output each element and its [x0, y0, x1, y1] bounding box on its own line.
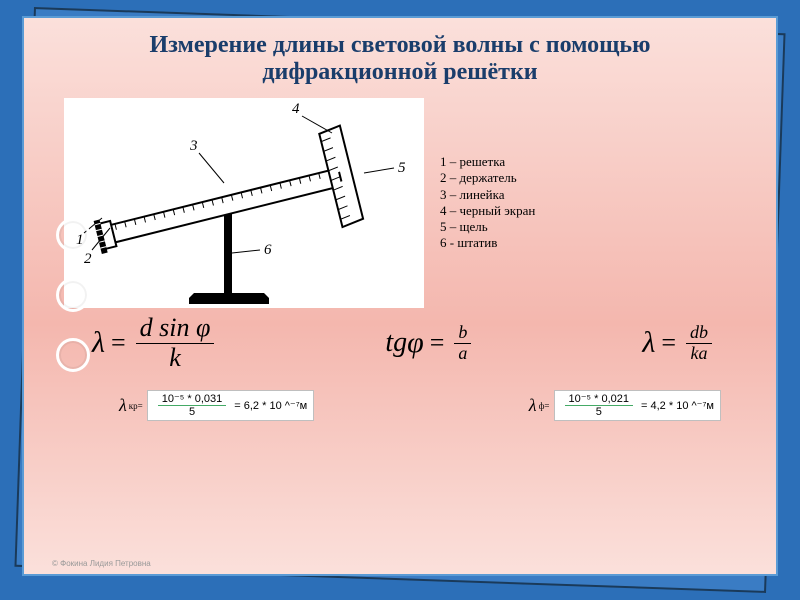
- denominator: 5: [592, 406, 606, 418]
- title-line-1: Измерение длины световой волны с помощью: [48, 32, 752, 59]
- formulas-row: λ = d sin φ k tg φ = b a λ =: [92, 314, 716, 372]
- circle-icon: [56, 218, 90, 252]
- numerator: 10⁻⁵ * 0,021: [565, 393, 634, 406]
- calc-violet: λ ф= 10⁻⁵ * 0,021 5 = 4,2 * 10 ^⁻⁷м: [529, 390, 721, 421]
- diagram-legend: 1 – решетка 2 – держатель 3 – линейка 4 …: [440, 154, 535, 308]
- calc-box: 10⁻⁵ * 0,021 5 = 4,2 * 10 ^⁻⁷м: [554, 390, 722, 421]
- fraction: 10⁻⁵ * 0,021 5: [565, 393, 634, 418]
- lambda-symbol: λ: [642, 326, 655, 360]
- diagram-label-5: 5: [398, 160, 406, 176]
- subscript: ф=: [539, 401, 550, 411]
- numerator: b: [454, 323, 471, 344]
- fraction: 10⁻⁵ * 0,031 5: [158, 393, 227, 418]
- equals: =: [661, 328, 676, 358]
- page-title: Измерение длины световой волны с помощью…: [24, 18, 776, 94]
- phi-symbol: φ: [407, 326, 424, 360]
- calc-label-red: λ кр=: [119, 395, 143, 416]
- legend-item: 4 – черный экран: [440, 203, 535, 219]
- tg-symbol: tg: [385, 327, 407, 359]
- fraction: d sin φ k: [136, 314, 215, 372]
- numerator: 10⁻⁵ * 0,031: [158, 393, 227, 406]
- diagram-label-6: 6: [264, 242, 272, 258]
- title-line-2: дифракционной решётки: [48, 59, 752, 86]
- lambda-symbol: λ: [92, 326, 105, 360]
- calc-box: 10⁻⁵ * 0,031 5 = 6,2 * 10 ^⁻⁷м: [147, 390, 315, 421]
- equals: =: [430, 328, 445, 358]
- legend-item: 2 – держатель: [440, 170, 535, 186]
- numerator: db: [686, 323, 712, 344]
- calc-label-violet: λ ф=: [529, 395, 550, 416]
- legend-item: 1 – решетка: [440, 154, 535, 170]
- formula-lambda: λ = d sin φ k: [92, 314, 218, 372]
- decorative-circles: [56, 218, 90, 372]
- calculations-row: λ кр= 10⁻⁵ * 0,031 5 = 6,2 * 10 ^⁻⁷м λ ф…: [119, 390, 721, 421]
- calc-red: λ кр= 10⁻⁵ * 0,031 5 = 6,2 * 10 ^⁻⁷м: [119, 390, 314, 421]
- diagram-label-4: 4: [292, 101, 300, 117]
- legend-item: 5 – щель: [440, 219, 535, 235]
- lambda-symbol: λ: [119, 395, 127, 416]
- legend-item: 3 – линейка: [440, 187, 535, 203]
- diagram-area: 1 2 3 4 5 6 1 – решетка 2 – держатель 3 …: [64, 98, 746, 308]
- equals: =: [111, 328, 126, 358]
- subscript: кр=: [129, 401, 143, 411]
- result: = 6,2 * 10 ^⁻⁷м: [234, 399, 307, 412]
- denominator: ka: [686, 344, 711, 364]
- result: = 4,2 * 10 ^⁻⁷м: [641, 399, 714, 412]
- diagram-label-3: 3: [189, 138, 198, 154]
- fraction: b a: [454, 323, 471, 364]
- denominator: k: [165, 344, 185, 373]
- lambda-symbol: λ: [529, 395, 537, 416]
- numerator: d sin φ: [136, 314, 215, 344]
- circle-icon: [56, 338, 90, 372]
- formula-lambda-2: λ = db ka: [642, 314, 716, 372]
- apparatus-diagram: 1 2 3 4 5 6: [64, 98, 424, 308]
- content-card: Измерение длины световой волны с помощью…: [22, 16, 778, 576]
- formula-tangent: tg φ = b a: [385, 314, 475, 372]
- denominator: a: [454, 344, 471, 364]
- copyright: © Фокина Лидия Петровна: [52, 559, 151, 568]
- outer-frame: Измерение длины световой волны с помощью…: [0, 0, 800, 600]
- fraction: db ka: [686, 323, 712, 364]
- denominator: 5: [185, 406, 199, 418]
- legend-item: 6 - штатив: [440, 235, 535, 251]
- circle-icon: [56, 278, 90, 312]
